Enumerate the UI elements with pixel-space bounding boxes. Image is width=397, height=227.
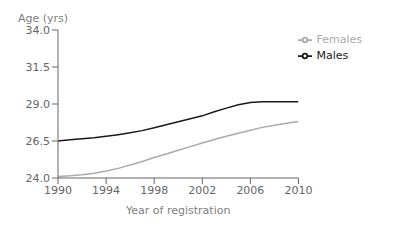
svg-text:24.0: 24.0 xyxy=(26,172,51,185)
svg-text:31.5: 31.5 xyxy=(26,61,51,74)
svg-text:29.0: 29.0 xyxy=(26,98,51,111)
html-text:Females: Females xyxy=(316,33,362,46)
svg-text:34.0: 34.0 xyxy=(26,24,51,37)
svg-text:2010: 2010 xyxy=(284,184,312,197)
svg-text:Age (yrs): Age (yrs) xyxy=(18,12,68,25)
svg-text:2002: 2002 xyxy=(188,184,216,197)
svg-text:26.5: 26.5 xyxy=(26,135,51,148)
svg-text:1990: 1990 xyxy=(44,184,72,197)
html-text:Males: Males xyxy=(316,49,349,62)
svg-text:1994: 1994 xyxy=(92,184,120,197)
svg-text:Year of registration: Year of registration xyxy=(125,204,230,217)
svg-text:1998: 1998 xyxy=(140,184,168,197)
svg-text:2006: 2006 xyxy=(236,184,264,197)
